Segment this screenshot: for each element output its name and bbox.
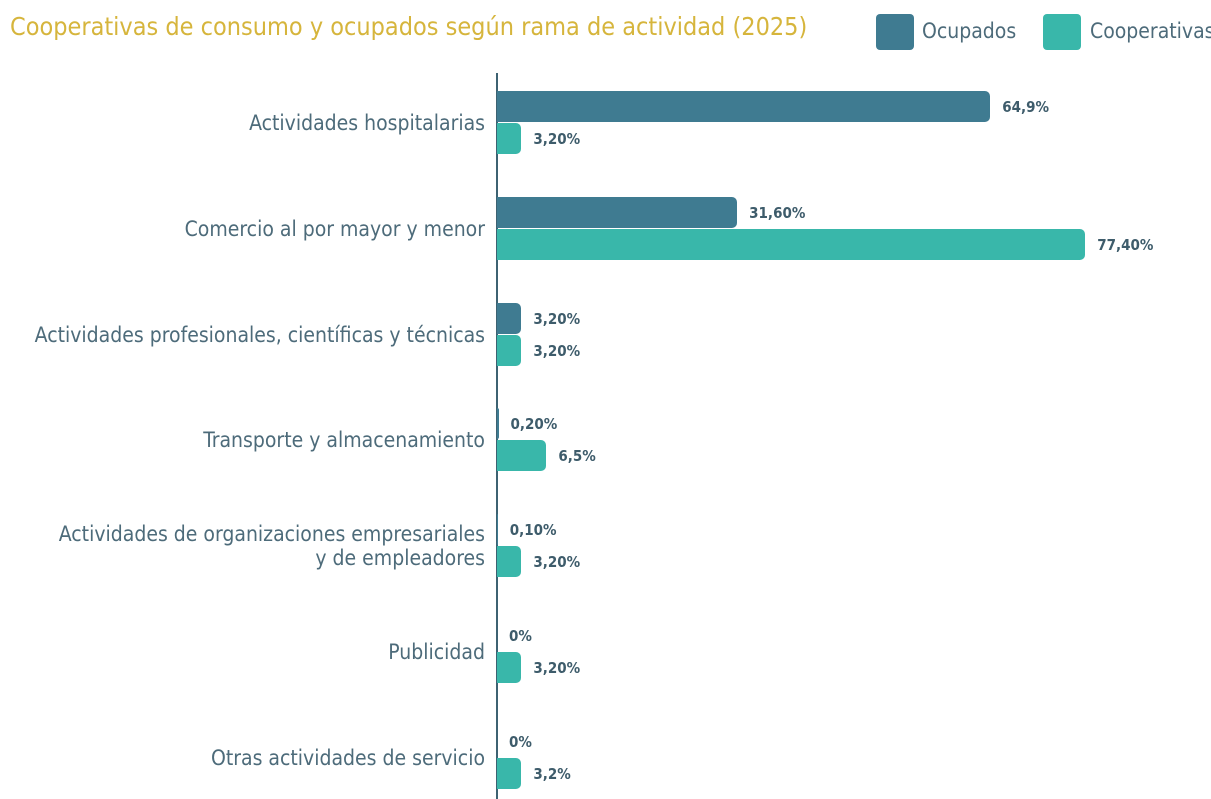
- legend-swatch: [876, 14, 914, 50]
- value-label: 0,20%: [510, 415, 558, 434]
- bar: [497, 546, 522, 578]
- category-label: Actividades profesionales, científicas y…: [34, 322, 485, 347]
- value-label: 31,60%: [749, 203, 806, 222]
- legend-swatch: [1043, 14, 1081, 50]
- category-label: Transporte y almacenamiento: [203, 428, 485, 453]
- category-label: Otras actividades de servicio: [210, 745, 485, 770]
- value-label: 3,2%: [533, 764, 571, 783]
- value-label: 3,20%: [533, 659, 581, 677]
- legend-label: Ocupados: [922, 19, 1017, 43]
- bar: [497, 91, 991, 122]
- value-label: 0%: [509, 732, 532, 751]
- category-label: Publicidad: [388, 640, 485, 664]
- bar: [497, 302, 522, 334]
- value-label: 3,20%: [533, 309, 581, 328]
- bar: [497, 757, 522, 789]
- value-label: 64,9%: [1002, 98, 1050, 116]
- bar: [497, 440, 547, 472]
- bar: [497, 123, 522, 154]
- legend-label: Cooperativas: [1090, 19, 1211, 43]
- value-label: 6,5%: [558, 447, 596, 466]
- value-label: 0,10%: [509, 521, 557, 540]
- bar: [497, 334, 522, 366]
- category-label: Actividades hospitalarias: [249, 111, 485, 135]
- value-label: 3,20%: [533, 341, 581, 360]
- bar: [497, 652, 522, 683]
- value-label: 3,20%: [533, 553, 581, 572]
- bar: [497, 514, 498, 546]
- category-label: Actividades de organizaciones empresaria…: [58, 522, 485, 571]
- chart-title: Cooperativas de consumo y ocupados según…: [10, 12, 808, 41]
- bar: [497, 408, 499, 440]
- bar: [497, 196, 738, 228]
- value-label: 77,40%: [1097, 235, 1154, 254]
- category-label: Comercio al por mayor y menor: [184, 216, 485, 241]
- value-label: 3,20%: [533, 130, 581, 148]
- bar: [497, 228, 1086, 260]
- value-label: 0%: [509, 627, 532, 645]
